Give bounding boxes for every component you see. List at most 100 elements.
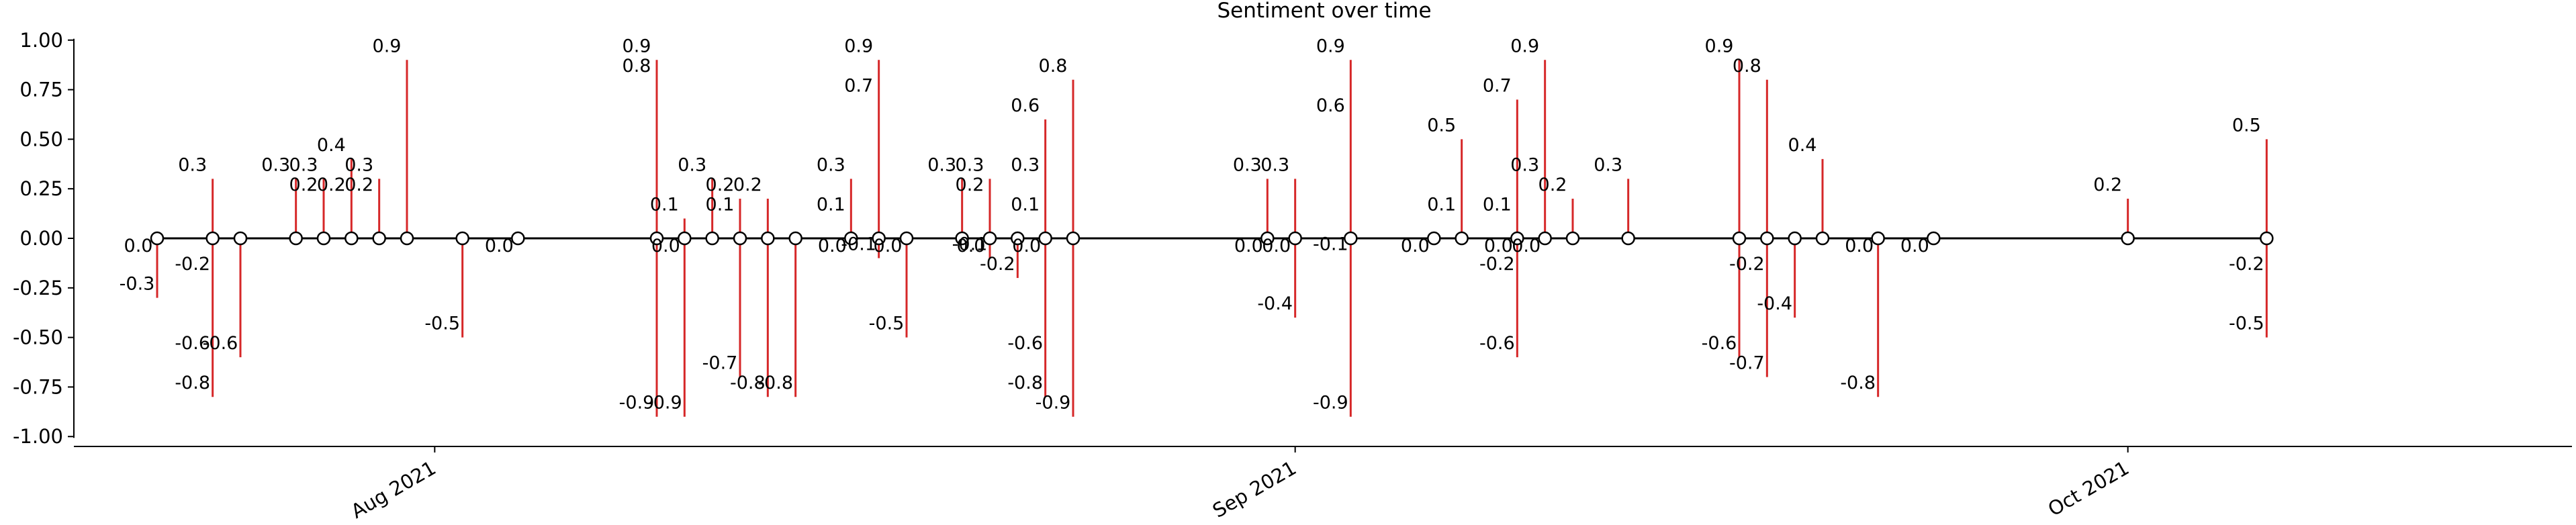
value-label: 0.0 [1012,236,1041,256]
value-label: -0.4 [1757,293,1792,314]
value-label: -0.9 [1313,393,1348,414]
stem-marker [1510,231,1524,246]
stem-marker [1788,231,1802,246]
value-label: 0.2 [344,175,373,195]
y-tick-label: 1.00 [19,29,63,52]
value-label: 0.0 [124,236,153,256]
value-label: 0.0 [818,236,847,256]
value-label: 0.3 [289,154,318,175]
value-label: 0.3 [817,154,845,175]
value-label: 0.0 [1401,236,1430,256]
value-label: 0.2 [2093,175,2122,195]
value-label: 0.0 [1512,236,1540,256]
value-label: 0.0 [1234,236,1263,256]
value-label: 0.2 [956,175,984,195]
value-label: 0.6 [1316,95,1345,116]
value-label: -0.6 [175,333,210,354]
value-label: -0.1 [952,234,988,255]
stem-marker [1927,231,1941,246]
value-label: 0.0 [874,236,903,256]
y-tick-label: -1.00 [13,425,63,448]
value-label: 0.8 [623,56,651,77]
chart-title: Sentiment over time [1217,0,1431,23]
stem-marker [205,231,220,246]
value-label: -0.3 [120,274,155,295]
stem-marker [455,231,469,246]
value-label: -0.8 [730,373,766,393]
stem-marker [733,231,747,246]
stem-marker [1538,231,1552,246]
stem-marker [844,231,858,246]
value-label: -0.8 [1007,373,1043,393]
stem-marker [1871,231,1885,246]
value-label: -0.7 [702,353,738,374]
value-label: 0.3 [1594,154,1622,175]
value-label: -0.9 [619,393,655,414]
value-label: -0.4 [1257,293,1293,314]
value-label: -0.6 [1702,333,1737,354]
value-label: 0.0 [957,236,986,256]
stem-marker [511,231,525,246]
y-tick-label: -0.25 [13,277,63,299]
stem-marker [1427,231,1441,246]
value-label: 0.2 [706,175,735,195]
value-label: -0.2 [1729,254,1765,275]
value-label: 0.2 [733,175,762,195]
value-label: 0.1 [706,194,735,215]
stem-marker [1038,231,1052,246]
stem-marker [233,231,248,246]
stem-marker [1455,231,1469,246]
value-label: 0.3 [1233,154,1262,175]
value-label: -0.7 [1729,353,1765,374]
value-label: 0.0 [651,236,680,256]
value-label: 0.2 [289,175,318,195]
value-label: 0.9 [1316,36,1345,56]
value-label: 0.0 [1484,236,1513,256]
stem-marker [955,231,969,246]
value-label: -0.2 [980,254,1015,275]
value-label: 0.1 [1011,194,1040,215]
value-label: 0.3 [178,154,207,175]
stem-marker [678,231,692,246]
value-label: 0.3 [1510,154,1539,175]
value-label: -0.6 [1007,333,1043,354]
value-label: -0.8 [757,373,793,393]
x-tick-label: Oct 2021 [2044,457,2133,521]
y-tick-label: 0.50 [19,128,63,150]
value-label: -0.8 [1840,373,1876,393]
value-label: -0.9 [1036,393,1071,414]
x-tick-label: Aug 2021 [347,457,440,523]
stem-marker [649,231,664,246]
value-labels: 0.0-0.30.3-0.2-0.6-0.8-0.60.30.30.20.40.… [120,36,2264,413]
y-tick-label: -0.50 [13,326,63,349]
stem-marker [1621,231,1635,246]
value-label: 0.0 [1900,236,1929,256]
value-label: 0.3 [344,154,373,175]
value-label: -0.2 [175,254,210,275]
value-label: -0.6 [203,333,238,354]
value-label: -0.5 [424,314,460,334]
x-tick-label: Sep 2021 [1209,457,1300,522]
value-label: -0.1 [841,234,876,255]
stem-marker [400,231,414,246]
value-label: 0.9 [844,36,873,56]
value-label: 0.2 [1538,175,1567,195]
value-label: 0.3 [1260,154,1289,175]
value-label: 0.3 [261,154,290,175]
stem-marker [982,231,997,246]
stem-marker [1066,231,1080,246]
stem-marker [289,231,303,246]
value-label: 0.3 [956,154,984,175]
stem-marker [705,231,719,246]
stem-marker [1260,231,1275,246]
value-label: 0.1 [817,194,845,215]
value-label: -0.5 [869,314,905,334]
stem-marker [344,231,359,246]
value-label: 0.3 [927,154,956,175]
value-label: -0.1 [1313,234,1348,255]
axes: 1.00 0.75 0.50 0.25 0.00 -0.25 -0.50 -0.75 -1.00… [13,29,2572,523]
value-label: -0.2 [1479,254,1515,275]
stem-marker [1732,231,1747,246]
value-label: 0.4 [1788,135,1817,156]
value-label: 0.8 [1039,56,1068,77]
